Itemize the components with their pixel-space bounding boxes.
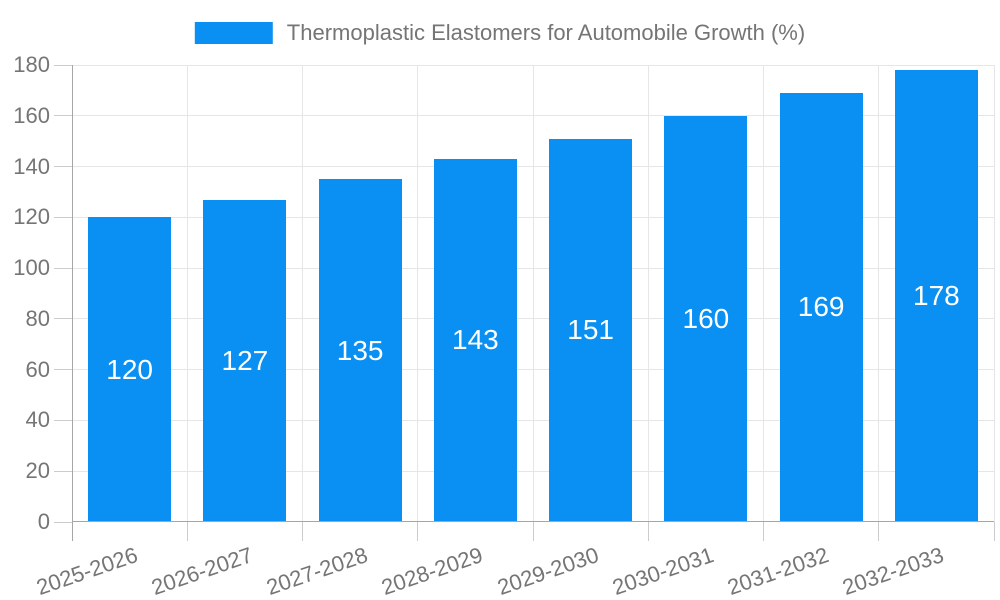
bar-value-label: 169 <box>797 291 845 323</box>
x-tick <box>532 522 534 541</box>
legend-label: Thermoplastic Elastomers for Automobile … <box>286 20 806 45</box>
y-tick-label: 180 <box>13 52 50 77</box>
legend-swatch-icon <box>194 22 273 44</box>
x-tick <box>417 522 419 541</box>
y-tick-label: 160 <box>13 102 50 128</box>
y-tick-label: 20 <box>25 458 50 484</box>
y-tick <box>54 318 72 320</box>
y-tick <box>54 216 72 218</box>
legend-item[interactable]: Thermoplastic Elastomers for Automobile … <box>194 20 806 46</box>
bar[interactable]: 178 <box>894 70 978 522</box>
y-tick-label: 140 <box>13 153 50 179</box>
y-tick <box>54 419 72 421</box>
bar-value-label: 143 <box>452 324 499 356</box>
y-tick <box>54 267 72 269</box>
bar-value-label: 135 <box>336 334 384 366</box>
bar-value-label: 127 <box>221 344 269 376</box>
y-tick-label: 120 <box>13 204 50 230</box>
bar-value-label: 120 <box>106 353 153 385</box>
bar[interactable]: 127 <box>203 199 287 522</box>
y-tick-label: 60 <box>25 356 50 382</box>
x-gridline <box>186 65 188 522</box>
x-tick <box>993 522 995 541</box>
x-gridline <box>302 65 303 522</box>
bar-value-label: 151 <box>567 314 614 346</box>
y-tick-label: 80 <box>25 305 50 331</box>
x-tick <box>647 522 649 541</box>
x-gridline <box>532 65 534 522</box>
y-tick <box>54 115 72 117</box>
y-tick <box>54 470 72 472</box>
y-tick-label: 0 <box>37 509 50 534</box>
x-tick <box>186 522 188 541</box>
x-tick <box>878 522 880 541</box>
bar[interactable]: 169 <box>779 92 863 522</box>
bar[interactable]: 135 <box>318 179 402 522</box>
x-tick <box>763 522 764 541</box>
bar-value-label: 178 <box>913 280 960 312</box>
x-tick <box>302 522 303 541</box>
y-axis-line <box>72 65 73 541</box>
y-tick <box>54 521 72 523</box>
y-tick-label: 100 <box>13 255 50 281</box>
x-gridline <box>993 65 995 522</box>
x-axis-baseline <box>72 521 994 522</box>
bar[interactable]: 151 <box>549 138 633 522</box>
y-tick <box>54 64 72 66</box>
x-gridline <box>417 65 419 522</box>
plot-area: 0 20 40 60 80 100 120 140 160 180 120 2025-2026 127 2… <box>13 54 995 600</box>
x-gridline <box>763 65 764 522</box>
y-tick <box>54 369 72 371</box>
x-gridline <box>647 65 649 522</box>
bar[interactable]: 143 <box>433 158 517 522</box>
bar[interactable]: 120 <box>88 217 172 522</box>
bar-value-label: 160 <box>682 302 730 334</box>
bar[interactable]: 160 <box>664 115 748 522</box>
y-tick <box>54 166 72 168</box>
y-tick-label: 40 <box>25 407 50 433</box>
x-gridline <box>878 65 880 522</box>
